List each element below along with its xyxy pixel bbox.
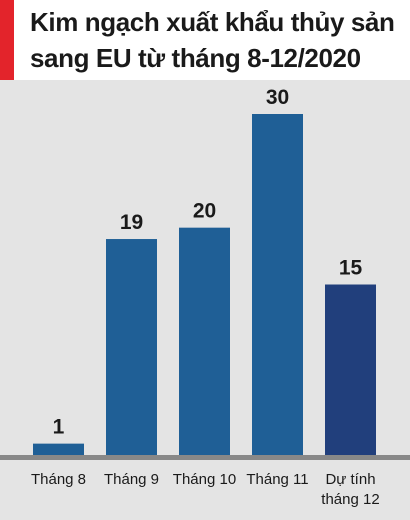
- category-label-5-line-2: tháng 12: [321, 491, 379, 508]
- data-label-4: 30: [266, 86, 289, 109]
- bar-2: [106, 239, 157, 455]
- bar-1: [33, 443, 84, 455]
- category-label-1: Tháng 8: [31, 471, 86, 488]
- bar-4: [252, 114, 303, 455]
- accent-bar: [0, 0, 14, 80]
- bar-5: [325, 284, 376, 455]
- data-label-2: 19: [120, 211, 143, 234]
- bar-3: [179, 227, 230, 455]
- data-label-5: 15: [339, 257, 363, 280]
- data-label-3: 20: [193, 200, 216, 223]
- data-label-1: 1: [53, 416, 65, 439]
- category-label-3: Tháng 10: [173, 471, 236, 488]
- x-axis-baseline: [0, 455, 410, 460]
- category-label-5-line-1: Dự tính: [325, 471, 375, 488]
- category-label-4: Tháng 11: [246, 471, 308, 488]
- category-label-2: Tháng 9: [104, 471, 159, 488]
